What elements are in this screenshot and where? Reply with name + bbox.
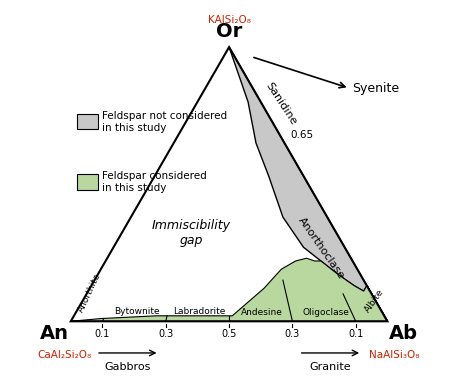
Text: Feldspar considered
in this study: Feldspar considered in this study	[102, 171, 207, 193]
Text: 0.65: 0.65	[291, 130, 314, 140]
Text: Granite: Granite	[310, 363, 351, 372]
Text: 0.1: 0.1	[95, 329, 110, 339]
Text: 0.1: 0.1	[348, 329, 364, 339]
Text: Ab: Ab	[389, 324, 418, 344]
Text: Anorthite: Anorthite	[77, 272, 103, 314]
Polygon shape	[229, 47, 387, 321]
Text: Immiscibility
gap: Immiscibility gap	[152, 218, 230, 247]
Text: 0.5: 0.5	[221, 329, 237, 339]
Polygon shape	[71, 258, 387, 321]
Bar	[77, 175, 98, 190]
Text: Bytownite: Bytownite	[114, 307, 159, 316]
Text: Or: Or	[216, 22, 242, 41]
Text: Andesine: Andesine	[241, 308, 283, 317]
Text: Gabbros: Gabbros	[105, 363, 151, 372]
Text: 0.3: 0.3	[285, 329, 300, 339]
Text: An: An	[40, 324, 69, 344]
Text: Labradorite: Labradorite	[173, 307, 226, 316]
Text: Syenite: Syenite	[353, 82, 400, 95]
Text: Albite: Albite	[364, 287, 386, 314]
Bar	[77, 114, 98, 129]
Text: Sanidine: Sanidine	[264, 81, 299, 127]
Text: KAlSi₂O₈: KAlSi₂O₈	[208, 15, 251, 25]
Text: Anorthoclase: Anorthoclase	[296, 216, 346, 281]
Text: NaAlSi₃O₈: NaAlSi₃O₈	[369, 350, 419, 360]
Text: Oligoclase: Oligoclase	[302, 308, 349, 317]
Text: 0.3: 0.3	[158, 329, 173, 339]
Text: Feldspar not considered
in this study: Feldspar not considered in this study	[102, 111, 228, 133]
Text: CaAl₂Si₂O₈: CaAl₂Si₂O₈	[37, 350, 91, 360]
